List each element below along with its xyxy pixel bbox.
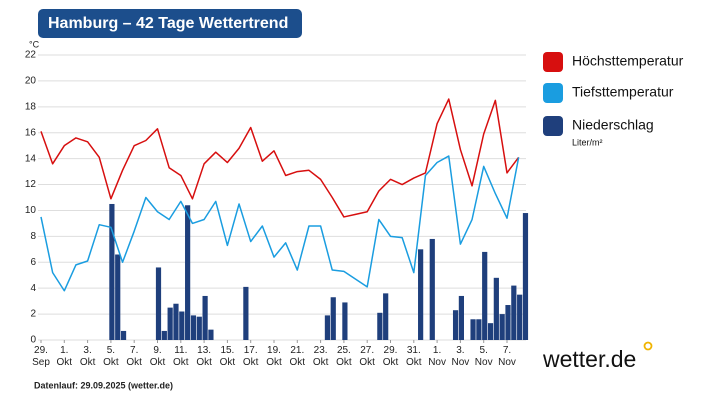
precip-bar — [522, 213, 529, 340]
precip-bar — [185, 205, 191, 340]
y-tick-label: 4 — [30, 283, 36, 294]
precip-bar — [208, 329, 214, 340]
precip-bar — [196, 316, 202, 340]
precip-bar — [487, 323, 494, 340]
x-tick-label: 5. Nov — [474, 345, 493, 368]
y-tick-label: 18 — [25, 101, 37, 112]
x-tick-label: 7. Okt — [126, 345, 142, 368]
precip-bar — [324, 315, 331, 340]
precip-bar — [115, 254, 121, 340]
y-tick-label: 8 — [30, 231, 36, 242]
y-unit: °C — [29, 39, 40, 49]
legend-swatch — [543, 52, 563, 72]
x-tick-label: 1. Nov — [428, 345, 446, 368]
y-tick-label: 2 — [30, 309, 36, 320]
y-tick-label: 12 — [25, 179, 37, 190]
y-tick-label: 20 — [25, 76, 37, 87]
precip-bar — [418, 249, 424, 340]
x-tick-label: 29. Okt — [382, 345, 399, 368]
y-tick-label: 0 — [30, 335, 36, 346]
precip-bar — [342, 302, 348, 340]
x-tick-label: 13. Okt — [196, 345, 212, 368]
precip-bar — [173, 303, 179, 340]
x-tick-label: 15. Okt — [219, 345, 236, 368]
y-tick-label: 22 — [25, 50, 37, 61]
x-tick-label: 3. Okt — [79, 345, 96, 368]
precip-bar — [109, 203, 115, 340]
x-tick-label: 21. Okt — [289, 345, 306, 368]
y-tick-label: 14 — [25, 153, 37, 164]
precip-bar — [482, 251, 488, 340]
x-tick-label: 31. Okt — [406, 345, 422, 368]
x-tick-label: 19. Okt — [266, 345, 282, 368]
precip-bar — [161, 330, 167, 340]
precip-bar — [517, 294, 523, 340]
precip-bar — [383, 293, 389, 340]
precip-bar — [505, 305, 511, 340]
x-tick-label: 17. Okt — [242, 345, 259, 368]
precip-bar — [377, 312, 383, 340]
precip-bar — [167, 307, 173, 340]
x-tick-label: 7. Nov — [498, 345, 516, 368]
y-tick-label: 10 — [25, 205, 37, 216]
precip-bar — [243, 286, 249, 340]
x-tick-label: 9. Okt — [149, 345, 166, 368]
legend-swatch — [543, 83, 563, 103]
precip-bar — [511, 285, 517, 340]
brand-dot — [643, 341, 653, 351]
legend-label: Niederschlag — [572, 117, 654, 133]
precip-bar — [330, 297, 336, 340]
y-tick-label: 6 — [30, 257, 36, 268]
chart-title: Hamburg – 42 Tage Wettertrend — [48, 15, 288, 32]
legend-label: Tiefsttemperatur — [572, 84, 674, 100]
x-tick-label: 25. Okt — [336, 345, 352, 368]
precip-bar — [452, 310, 459, 340]
precip-bar — [470, 319, 476, 340]
x-tick-label: 1. Okt — [56, 345, 73, 368]
footnote: Datenlauf: 29.09.2025 (wetter.de) — [34, 380, 173, 390]
temp-line — [40, 98, 520, 218]
x-tick-label: 27. Okt — [359, 345, 375, 368]
temp-line — [40, 155, 520, 292]
y-tick-label: 16 — [25, 127, 37, 138]
precip-bar — [499, 314, 505, 340]
precip-bar — [429, 238, 435, 340]
precip-bar — [458, 295, 464, 340]
x-tick-label: 23. Okt — [312, 345, 329, 368]
x-tick-label: 29. Sep — [32, 345, 50, 368]
precip-bar — [190, 315, 197, 340]
legend-unit: Liter/m² — [572, 137, 603, 147]
x-tick-label: 3. Nov — [451, 345, 470, 368]
title-box — [38, 9, 302, 38]
x-tick-label: 5. Okt — [103, 345, 119, 368]
precip-bar — [476, 319, 482, 340]
precip-bar — [120, 330, 127, 340]
x-tick-label: 11. Okt — [173, 345, 189, 368]
brand: wetter.de — [542, 346, 636, 372]
precip-bar — [179, 311, 185, 340]
precip-bar — [155, 267, 162, 340]
precip-bar — [493, 277, 499, 340]
legend-label: Höchsttemperatur — [572, 53, 684, 69]
legend-swatch — [543, 116, 563, 136]
precip-bar — [202, 295, 208, 340]
